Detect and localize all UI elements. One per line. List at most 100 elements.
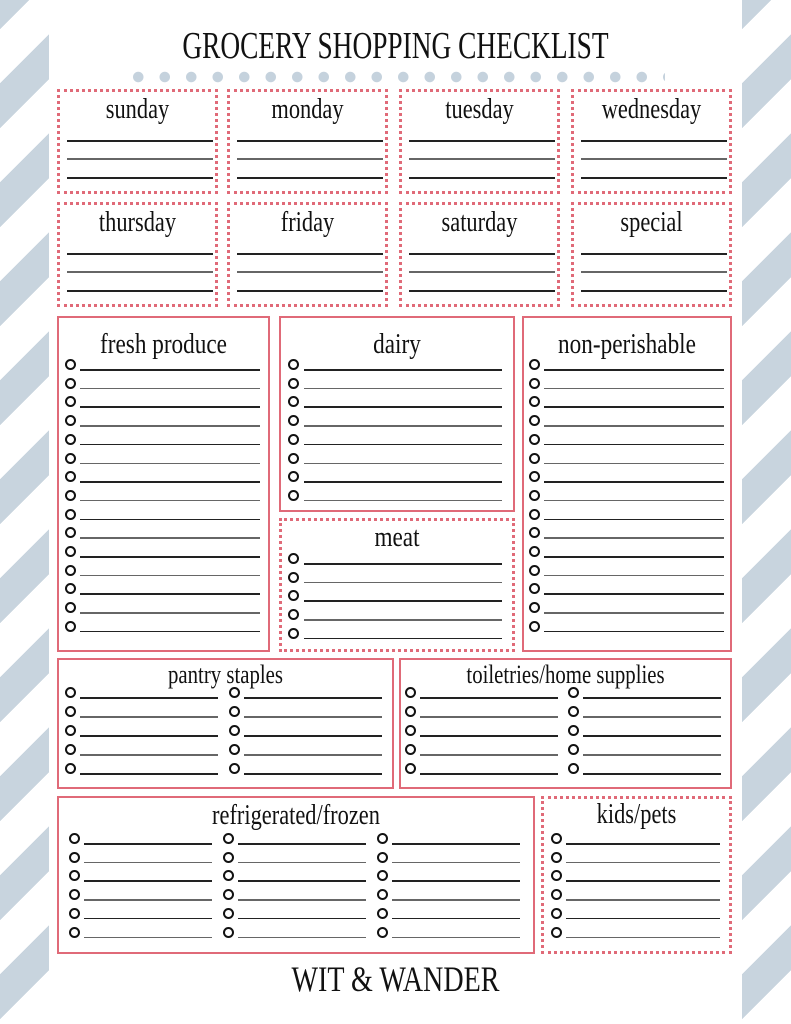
write-line[interactable] xyxy=(67,140,213,142)
item-line[interactable] xyxy=(544,369,724,371)
checkbox-icon[interactable] xyxy=(529,620,540,632)
item-line[interactable] xyxy=(544,425,724,427)
item-line[interactable] xyxy=(566,880,720,882)
checkbox-icon[interactable] xyxy=(377,926,388,938)
item-line[interactable] xyxy=(80,697,218,699)
checkbox-icon[interactable] xyxy=(69,889,80,901)
checkbox-icon[interactable] xyxy=(288,359,299,370)
checkbox-icon[interactable] xyxy=(223,870,234,882)
write-line[interactable] xyxy=(581,271,727,273)
item-line[interactable] xyxy=(80,735,218,737)
item-line[interactable] xyxy=(80,425,260,427)
item-line[interactable] xyxy=(238,880,366,882)
checkbox-icon[interactable] xyxy=(288,471,299,483)
item-line[interactable] xyxy=(392,899,520,901)
item-line[interactable] xyxy=(238,843,366,845)
checkbox-icon[interactable] xyxy=(377,833,388,844)
item-line[interactable] xyxy=(583,716,721,718)
checkbox-icon[interactable] xyxy=(223,851,234,863)
item-line[interactable] xyxy=(80,716,218,718)
checkbox-icon[interactable] xyxy=(551,833,562,844)
checkbox-icon[interactable] xyxy=(65,396,76,408)
checkbox-icon[interactable] xyxy=(529,433,540,445)
write-line[interactable] xyxy=(409,290,555,292)
item-line[interactable] xyxy=(80,574,260,577)
item-line[interactable] xyxy=(544,443,724,446)
item-line[interactable] xyxy=(244,773,382,775)
checkbox-icon[interactable] xyxy=(223,926,234,938)
checkbox-icon[interactable] xyxy=(529,377,540,389)
item-line[interactable] xyxy=(80,612,260,614)
item-line[interactable] xyxy=(80,406,260,408)
checkbox-icon[interactable] xyxy=(65,706,76,717)
item-line[interactable] xyxy=(304,425,502,427)
checkbox-icon[interactable] xyxy=(65,687,76,698)
item-line[interactable] xyxy=(244,716,382,718)
checkbox-icon[interactable] xyxy=(288,433,299,445)
write-line[interactable] xyxy=(581,253,727,255)
checkbox-icon[interactable] xyxy=(288,415,299,427)
checkbox-icon[interactable] xyxy=(529,546,540,557)
checkbox-icon[interactable] xyxy=(529,602,540,614)
checkbox-icon[interactable] xyxy=(288,489,299,501)
write-line[interactable] xyxy=(237,253,383,255)
item-line[interactable] xyxy=(80,518,260,521)
write-line[interactable] xyxy=(237,158,383,160)
checkbox-icon[interactable] xyxy=(229,706,240,717)
write-line[interactable] xyxy=(237,271,383,273)
item-line[interactable] xyxy=(80,443,260,446)
checkbox-icon[interactable] xyxy=(405,687,416,698)
item-line[interactable] xyxy=(566,917,720,920)
write-line[interactable] xyxy=(237,290,383,292)
item-line[interactable] xyxy=(80,593,260,595)
checkbox-icon[interactable] xyxy=(65,489,76,501)
checkbox-icon[interactable] xyxy=(65,471,76,483)
write-line[interactable] xyxy=(67,271,213,273)
item-line[interactable] xyxy=(544,574,724,577)
checkbox-icon[interactable] xyxy=(288,590,299,602)
checkbox-icon[interactable] xyxy=(529,564,540,576)
checkbox-icon[interactable] xyxy=(223,907,234,919)
write-line[interactable] xyxy=(67,253,213,255)
checkbox-icon[interactable] xyxy=(69,926,80,938)
item-line[interactable] xyxy=(544,462,724,464)
item-line[interactable] xyxy=(392,917,520,920)
item-line[interactable] xyxy=(566,899,720,901)
item-line[interactable] xyxy=(544,630,724,633)
write-line[interactable] xyxy=(409,253,555,255)
item-line[interactable] xyxy=(80,387,260,390)
checkbox-icon[interactable] xyxy=(529,489,540,501)
item-line[interactable] xyxy=(304,406,502,408)
item-line[interactable] xyxy=(304,600,502,602)
item-line[interactable] xyxy=(583,773,721,775)
write-line[interactable] xyxy=(409,177,555,179)
write-line[interactable] xyxy=(67,158,213,160)
checkbox-icon[interactable] xyxy=(551,907,562,919)
write-line[interactable] xyxy=(581,140,727,142)
checkbox-icon[interactable] xyxy=(65,359,76,370)
item-line[interactable] xyxy=(84,880,212,882)
item-line[interactable] xyxy=(244,697,382,699)
checkbox-icon[interactable] xyxy=(229,725,240,736)
item-line[interactable] xyxy=(304,563,502,565)
checkbox-icon[interactable] xyxy=(568,725,579,736)
item-line[interactable] xyxy=(84,899,212,901)
checkbox-icon[interactable] xyxy=(65,602,76,614)
checkbox-icon[interactable] xyxy=(69,833,80,844)
checkbox-icon[interactable] xyxy=(568,706,579,717)
checkbox-icon[interactable] xyxy=(405,725,416,736)
checkbox-icon[interactable] xyxy=(65,546,76,557)
checkbox-icon[interactable] xyxy=(65,415,76,427)
item-line[interactable] xyxy=(583,754,721,756)
checkbox-icon[interactable] xyxy=(568,763,579,774)
checkbox-icon[interactable] xyxy=(65,583,76,595)
checkbox-icon[interactable] xyxy=(223,889,234,901)
checkbox-icon[interactable] xyxy=(405,706,416,717)
checkbox-icon[interactable] xyxy=(568,687,579,698)
item-line[interactable] xyxy=(392,843,520,845)
checkbox-icon[interactable] xyxy=(551,889,562,901)
checkbox-icon[interactable] xyxy=(529,396,540,408)
checkbox-icon[interactable] xyxy=(529,471,540,483)
checkbox-icon[interactable] xyxy=(377,851,388,863)
item-line[interactable] xyxy=(392,880,520,882)
